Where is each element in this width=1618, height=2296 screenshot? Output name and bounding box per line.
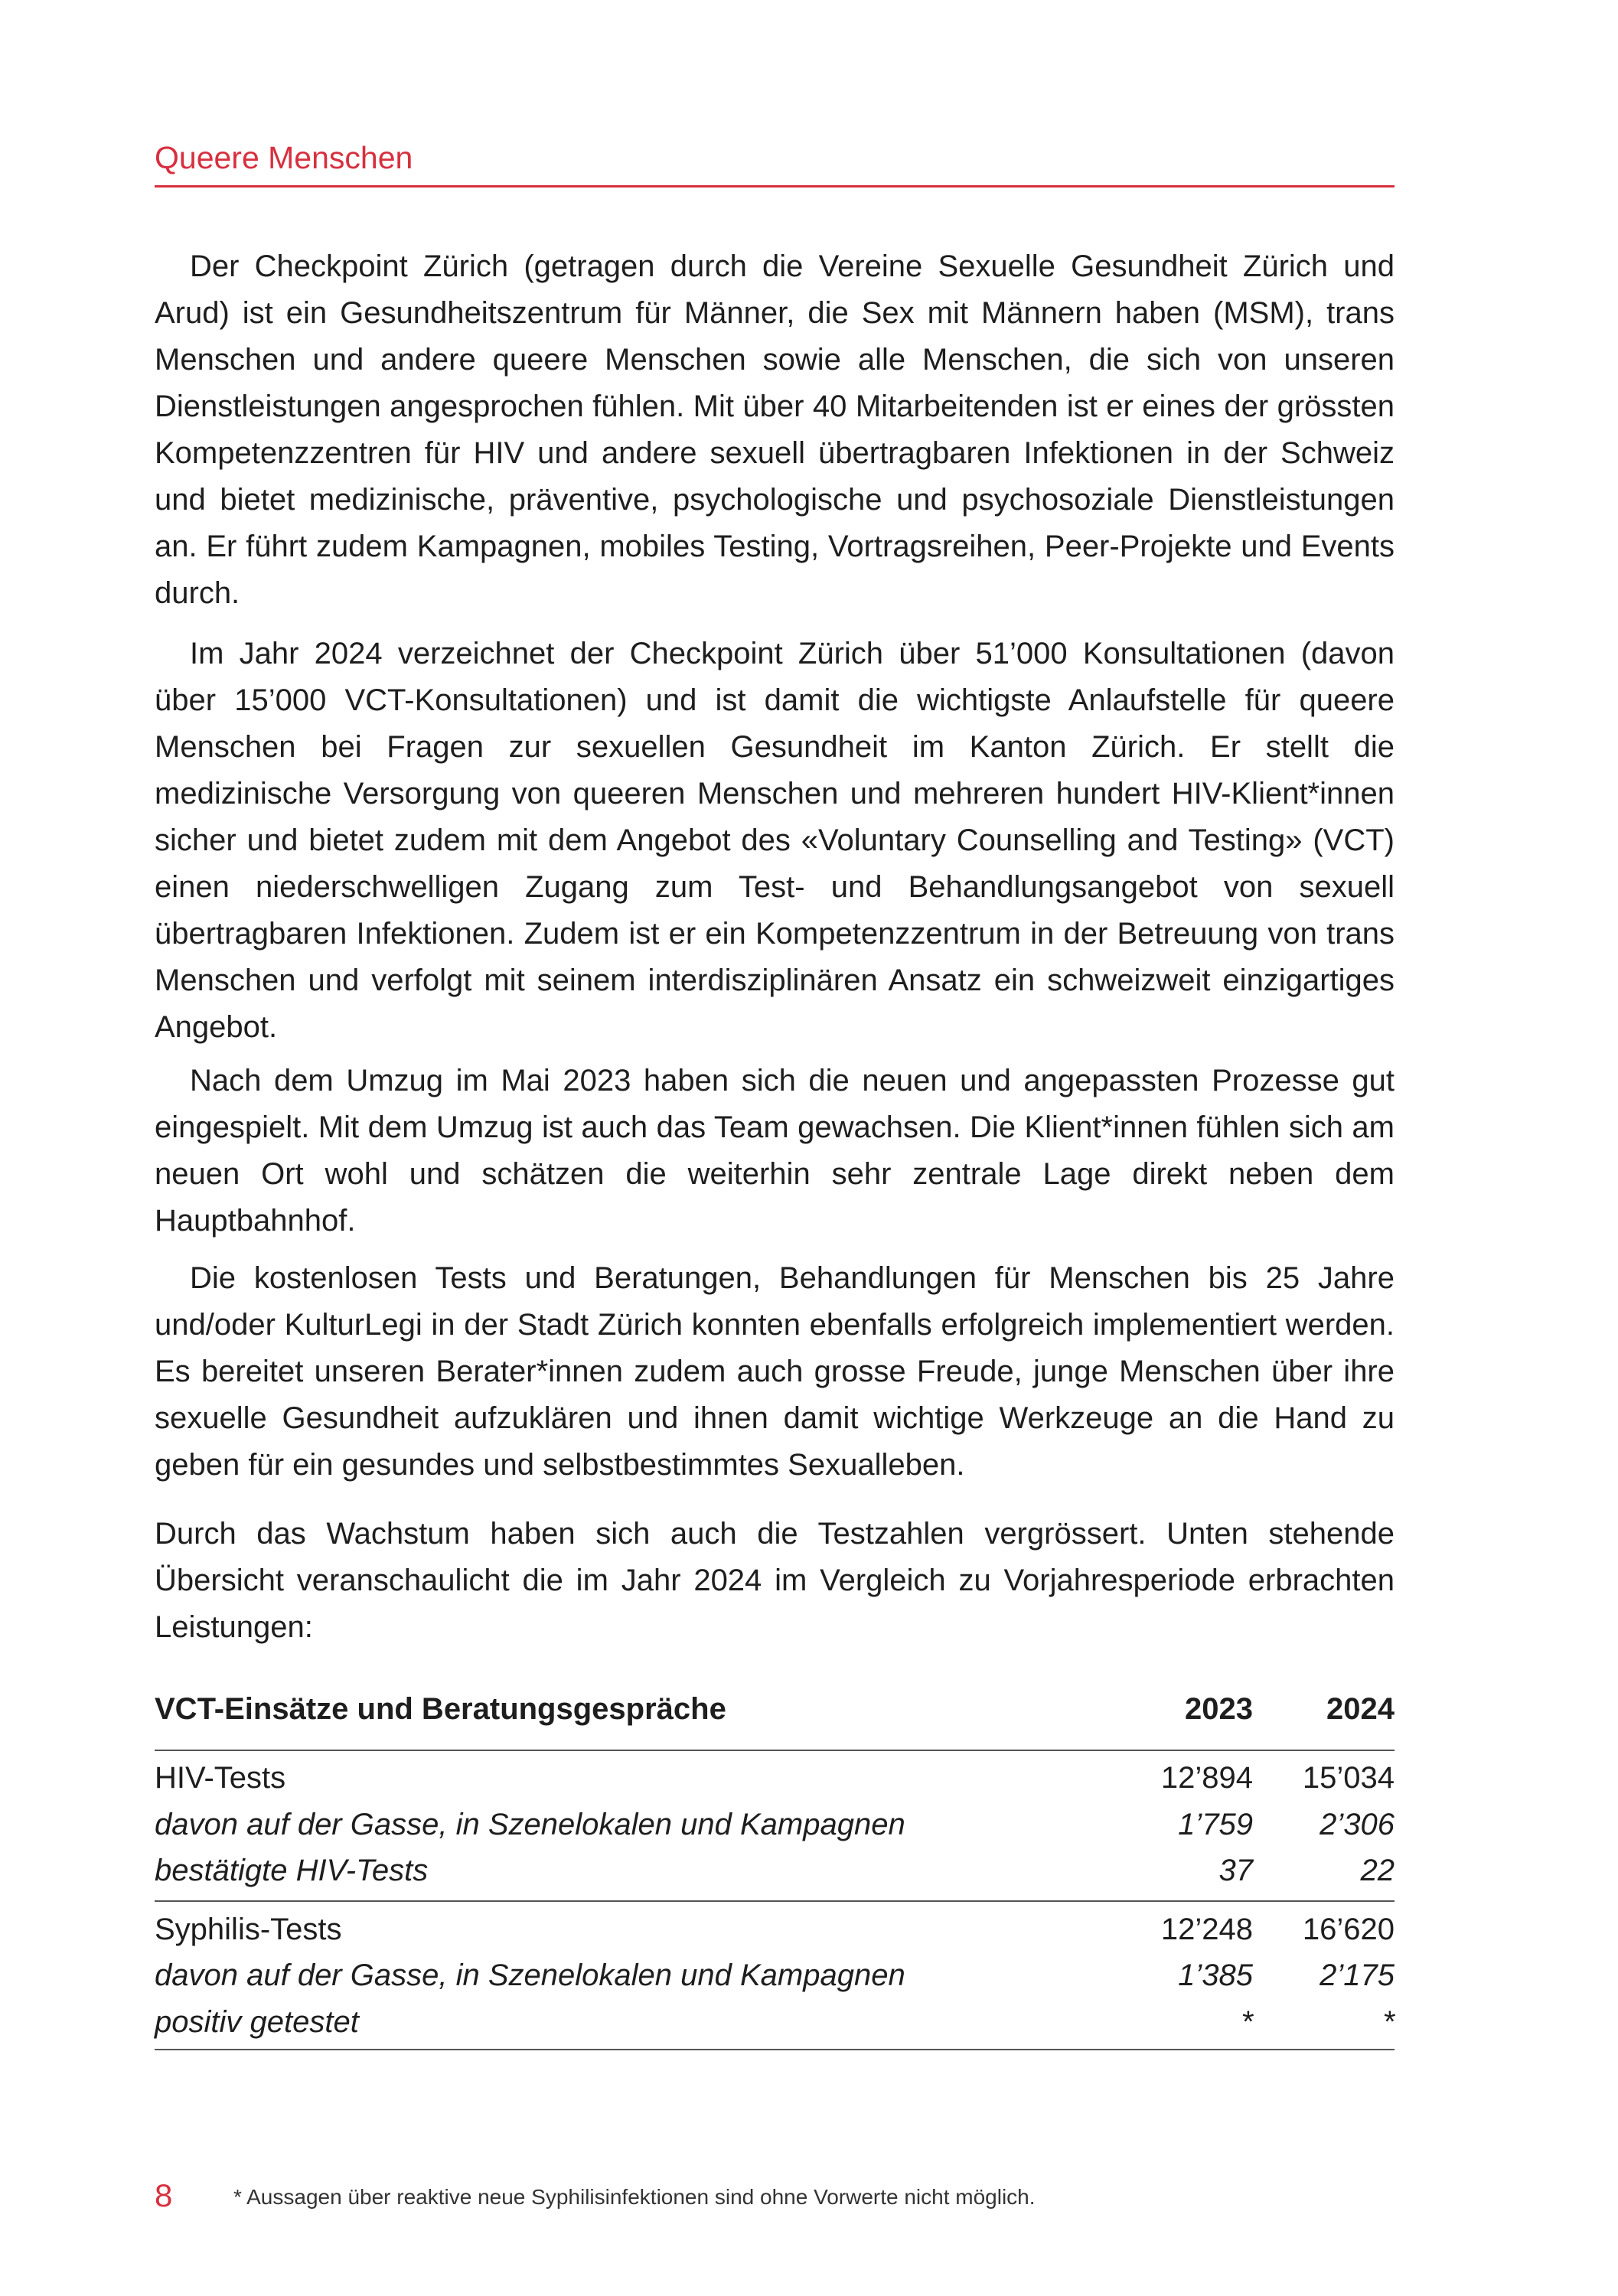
table-rule [155, 1900, 1395, 1902]
paragraph-4: Die kostenlosen Tests und Beratungen, Be… [155, 1261, 1395, 1482]
value-2024: 22 [1360, 1854, 1395, 1887]
table-row: bestätigte HIV-Tests 37 22 [155, 1849, 1395, 1892]
paragraph-2: Im Jahr 2024 verzeichnet der Checkpoint … [155, 637, 1395, 1044]
page-number: 8 [155, 2177, 173, 2213]
paragraph-1: Der Checkpoint Zürich (getragen durch di… [155, 249, 1395, 610]
column-header-2023: 2023 [1185, 1692, 1253, 1726]
value-2024: 2’306 [1320, 1808, 1395, 1841]
value-2024: 2’175 [1320, 1958, 1395, 1992]
section-title: Queere Menschen [155, 140, 413, 175]
table-row: positiv getestet * * [155, 2001, 1395, 2043]
value-2023: 1’385 [1178, 1958, 1253, 1992]
header-divider [155, 185, 1395, 188]
table-title: VCT-Einsätze und Beratungsgespräche [155, 1692, 726, 1726]
value-2024: * [1382, 2005, 1395, 2039]
value-2023: 12’248 [1160, 1913, 1253, 1946]
table-rule [155, 2049, 1395, 2050]
row-label: davon auf der Gasse, in Szenelokalen und… [155, 1958, 905, 1992]
footnote: * Aussagen über reaktive neue Syphilisin… [233, 2185, 1036, 2209]
value-2023: 1’759 [1178, 1808, 1253, 1841]
column-header-2024: 2024 [1326, 1692, 1395, 1726]
value-2023: * [1241, 2005, 1253, 2039]
table-row: davon auf der Gasse, in Szenelokalen und… [155, 1803, 1395, 1846]
row-label: bestätigte HIV-Tests [155, 1854, 429, 1887]
value-2023: 37 [1218, 1854, 1254, 1887]
paragraph-3: Nach dem Umzug im Mai 2023 haben sich di… [155, 1064, 1395, 1238]
table-header-row: VCT-Einsätze und Beratungsgespräche 2023… [155, 1688, 1395, 1730]
row-label: Syphilis-Tests [155, 1913, 342, 1946]
paragraph-5: Durch das Wachstum haben sich auch die T… [155, 1517, 1395, 1644]
row-label: davon auf der Gasse, in Szenelokalen und… [155, 1808, 905, 1841]
value-2024: 15’034 [1302, 1761, 1395, 1795]
table-row: Syphilis-Tests 12’248 16’620 [155, 1908, 1395, 1951]
value-2023: 12’894 [1160, 1761, 1253, 1795]
table-row: davon auf der Gasse, in Szenelokalen und… [155, 1954, 1395, 1997]
row-label: positiv getestet [155, 2005, 359, 2039]
table-rule [155, 1750, 1395, 1751]
table-row: HIV-Tests 12’894 15’034 [155, 1756, 1395, 1799]
value-2024: 16’620 [1302, 1913, 1395, 1946]
row-label: HIV-Tests [155, 1761, 286, 1795]
